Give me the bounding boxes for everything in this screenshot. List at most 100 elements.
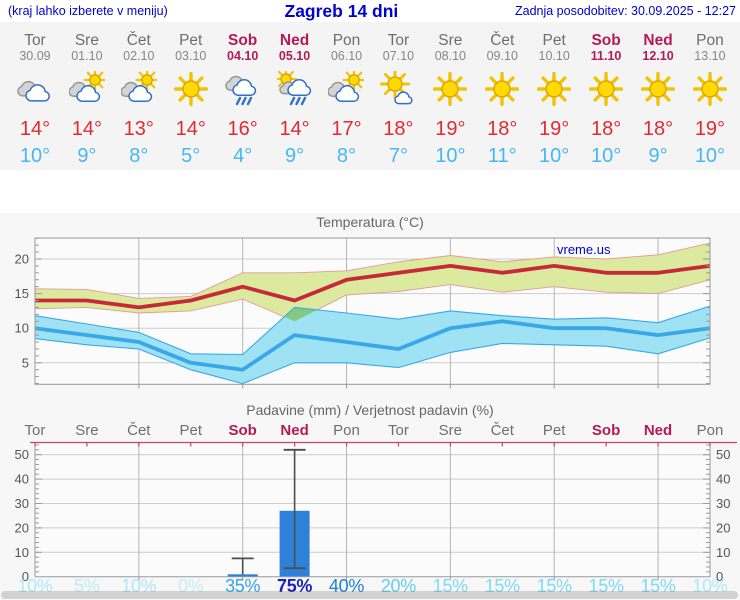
svg-text:50: 50 [15,447,29,462]
precip-day-label: Čet [127,422,151,439]
day-name-label: Čet [126,32,151,49]
high-temp-label: 14° [71,118,102,140]
low-temp-label: 4° [233,145,253,167]
svg-text:10: 10 [15,545,29,560]
day-name-label: Sob [591,32,621,49]
precip-day-label: Pon [333,422,360,439]
day-column: Sre 08.10 19° 10° [424,32,476,170]
precip-day-label: Pet [179,422,202,439]
rain-icon [217,64,269,111]
watermark-link[interactable]: vreme.us [557,242,611,257]
day-column: Ned 05.10 14° 9° [269,32,321,170]
sun-rain-icon [269,64,321,111]
high-temp-label: 18° [383,118,414,140]
low-temp-label: 10° [19,145,51,167]
sunny-icon [476,64,528,111]
day-date-label: 10.10 [538,49,570,63]
cloudy-icon [9,64,61,111]
precip-day-label: Pet [542,422,566,439]
precip-day-label: Čet [490,422,514,439]
last-update-label: Zadnja posodobitev: 30.09.2025 - 12:27 [514,4,736,18]
low-temp-label: 10° [590,145,622,167]
horizontal-scrollbar[interactable] [1,591,738,599]
low-temp-label: 10° [435,145,466,167]
day-name-label: Sre [438,32,463,49]
svg-text:0: 0 [716,569,723,581]
sunny-icon [165,64,217,111]
precipitation-probability-row: 10% 5% 10% 0% 35% 75% 40% 20% 15% 15% 15% 15% 15% 10% [9,576,736,597]
day-date-label: 05.10 [278,49,311,63]
svg-text:0: 0 [22,569,29,581]
precip-probability-label: 15% [588,576,624,596]
svg-text:5: 5 [22,355,29,370]
sunny-icon [424,64,476,111]
day-name-label: Ned [279,32,310,49]
day-column: Sob 04.10 16° 4° [217,32,269,170]
precip-probability-label: 35% [225,576,261,596]
day-date-label: 07.10 [382,49,415,63]
svg-text:10: 10 [15,321,29,336]
location-hint: (kraj lahko izberete v meniju) [8,4,168,18]
sun-cloud-icon [113,64,165,111]
sunny-icon [528,64,580,111]
low-temp-label: 9° [648,145,668,167]
precip-probability-label: 20% [380,576,416,596]
precip-day-label: Sob [591,422,621,439]
svg-text:15: 15 [15,286,29,301]
precip-day-label: Ned [643,422,673,439]
svg-text:30: 30 [716,496,730,511]
low-temp-label: 11° [487,145,517,167]
sunny-icon [684,64,736,111]
sun-cloud-icon [321,64,373,111]
day-column: Čet 02.10 13° 8° [113,32,165,170]
high-temp-label: 19° [694,118,726,140]
high-temp-label: 16° [227,118,258,140]
precip-probability-label: 15% [432,576,468,596]
day-name-label: Tor [24,32,46,49]
day-name-label: Pet [179,32,203,49]
day-name-label: Tor [387,32,410,49]
low-temp-label: 5° [181,145,201,167]
day-name-label: Čet [490,32,515,49]
svg-text:20: 20 [15,252,29,267]
precip-day-label: Sob [228,422,257,439]
precip-probability-label: 15% [640,576,676,596]
high-temp-label: 19° [435,118,466,140]
day-date-label: 03.10 [175,49,207,63]
day-column: Sre 01.10 14° 9° [61,32,113,170]
precip-probability-label: 10% [692,576,728,596]
day-column: Pet 10.10 19° 10° [528,32,580,170]
low-temp-label: 9° [77,145,97,167]
day-date-label: 09.10 [486,49,518,63]
low-temp-label: 10° [539,145,570,167]
svg-text:20: 20 [15,520,29,535]
day-date-label: 30.09 [19,49,51,63]
precipitation-day-labels: Tor Sre Čet Pet Sob Ned Pon Tor Sre Čet Pet Sob Ned P… [9,422,736,439]
day-date-label: 13.10 [694,49,726,63]
svg-text:20: 20 [716,520,730,535]
sunny-icon [632,64,684,111]
day-name-label: Sre [74,32,99,49]
precip-day-label: Tor [387,422,409,439]
high-temp-label: 14° [19,118,51,140]
precip-day-label: Sre [438,422,462,439]
day-name-label: Ned [643,32,673,49]
precip-probability-label: 15% [484,576,520,596]
precipitation-chart: 0 0 10 10 20 20 30 30 40 40 50 50 [0,441,740,584]
high-temp-label: 14° [175,118,206,140]
day-date-label: 02.10 [123,49,155,63]
day-name-label: Pon [696,32,724,49]
day-column: Čet 09.10 18° 11° [476,32,528,170]
day-date-label: 06.10 [330,49,363,63]
precipitation-chart-title: Padavine (mm) / Verjetnost padavin (%) [246,402,494,418]
high-temp-label: 14° [279,118,310,140]
day-date-label: 12.10 [642,49,674,63]
day-date-label: 04.10 [227,49,259,63]
day-column: Ned 12.10 18° 9° [632,32,684,170]
high-temp-label: 17° [331,118,362,140]
temperature-chart-title: Temperatura (°C) [316,214,424,230]
day-column: Tor 07.10 18° 7° [372,32,424,170]
precip-day-label: Tor [24,422,46,439]
high-temp-label: 18° [642,118,674,140]
